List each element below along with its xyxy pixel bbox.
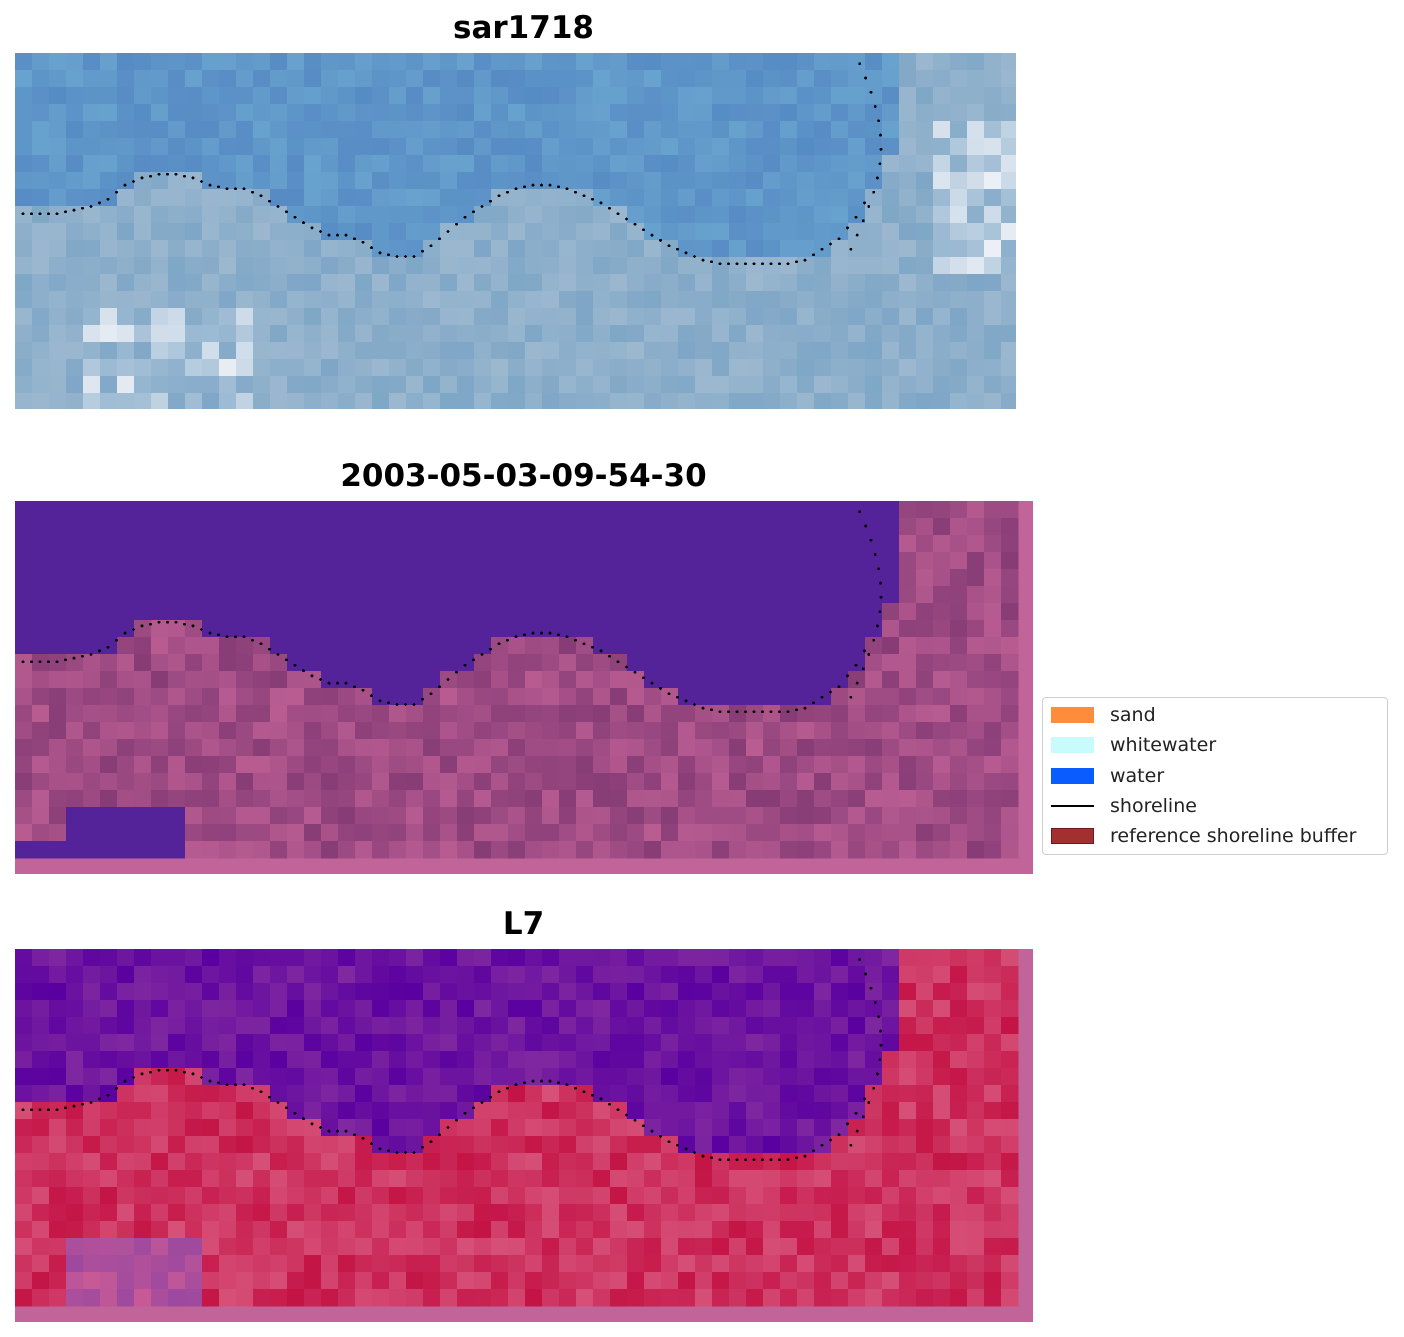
legend-item-water: water (1051, 765, 1164, 787)
water-swatch (1051, 768, 1094, 784)
shoreline-dots (21, 62, 883, 266)
sand-swatch (1051, 707, 1094, 723)
legend-label: whitewater (1110, 734, 1217, 756)
reference-buffer-swatch (1051, 828, 1094, 844)
legend-item-sand: sand (1051, 704, 1156, 726)
legend-label: reference shoreline buffer (1110, 825, 1357, 847)
legend-label: shoreline (1110, 795, 1197, 817)
classification-image (15, 501, 1033, 874)
legend-item-whitewater: whitewater (1051, 734, 1216, 756)
shoreline-line-swatch (1051, 805, 1094, 807)
panel-title-classification: 2003-05-03-09-54-30 (340, 458, 707, 494)
whitewater-swatch (1051, 737, 1094, 753)
shoreline-dots (21, 510, 883, 714)
legend-item-shoreline: shoreline (1051, 795, 1197, 817)
rgb-satellite-image (15, 53, 1016, 409)
panel-title-rgb: sar1718 (453, 10, 594, 46)
shoreline-dots (21, 958, 883, 1162)
legend-label: sand (1110, 704, 1156, 726)
legend-label: water (1110, 765, 1165, 787)
panel-title-index: L7 (502, 906, 545, 942)
legend: sand whitewater water shoreline referenc… (1042, 697, 1388, 855)
legend-item-reference-buffer: reference shoreline buffer (1051, 825, 1356, 847)
index-image (15, 949, 1033, 1322)
